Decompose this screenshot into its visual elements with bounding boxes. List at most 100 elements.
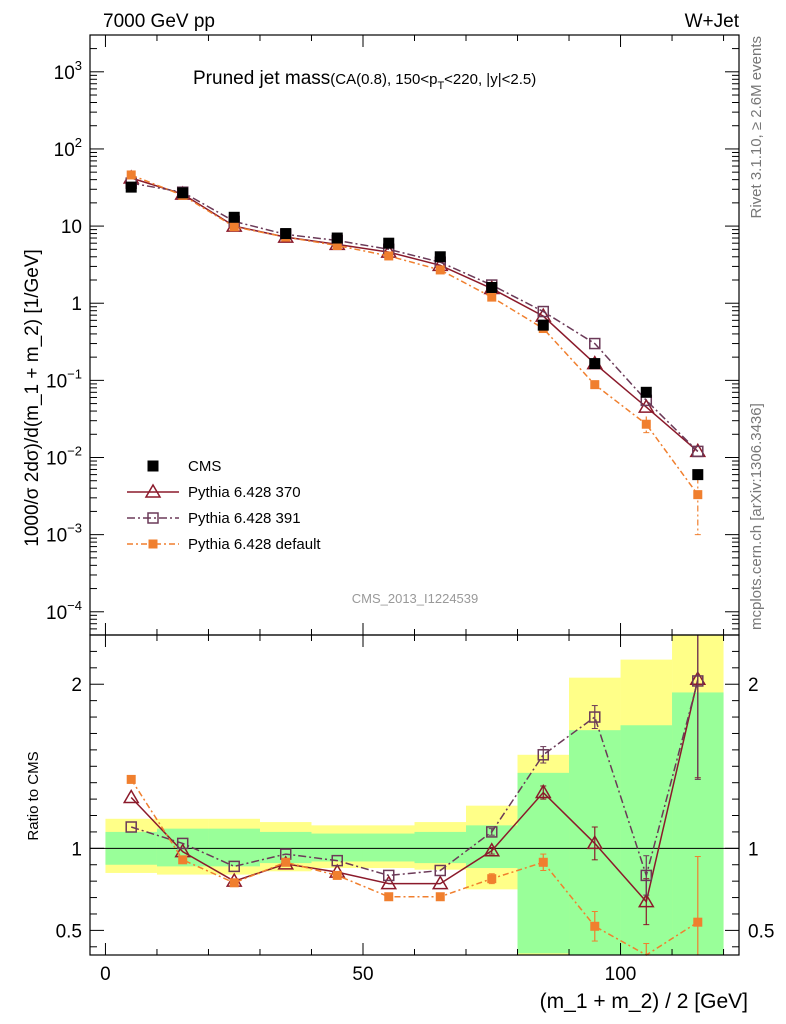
ratio-point-series-0	[431, 875, 449, 890]
x-tick-label: 100	[605, 964, 637, 985]
band-inner-6	[414, 831, 467, 864]
ratio-point-series-2	[178, 855, 188, 865]
ratio-point-series-0	[483, 842, 501, 857]
ratio-point-series-2	[590, 921, 600, 931]
main-point-series-2	[641, 419, 651, 429]
x-tick-label: 50	[352, 964, 373, 985]
main-point-series-2	[487, 292, 497, 302]
ratio-point-series-1	[228, 860, 240, 873]
y-tick-mantissa: 10	[46, 371, 67, 392]
ratio-point-series-2	[126, 774, 136, 784]
main-point-series-2	[229, 222, 239, 232]
ratio-point-series-2	[435, 892, 445, 902]
main-panel-marks	[122, 169, 707, 536]
main-point-series-2	[332, 241, 342, 251]
ratio-tick-label-right: 0.5	[748, 921, 774, 942]
source-label: mcplots.cern.ch [arXiv:1306.3436]	[748, 403, 765, 630]
ratio-point-series-0	[380, 875, 398, 890]
ratio-panel-frame	[89, 634, 740, 956]
ratio-point-series-2	[693, 917, 703, 927]
main-point-cms	[640, 386, 652, 398]
ratio-tick-label-right: 1	[748, 839, 759, 860]
ratio-axis-ticks: 0.5 0.5 1 1 2 2 0 50 100	[56, 635, 774, 985]
main-ylabel: 1000/σ 2dσ)/d(m_1 + m_2) [1/GeV]	[22, 249, 43, 547]
ratio-point-series-2	[538, 857, 548, 867]
legend-label-series-1: Pythia 6.428 391	[188, 510, 301, 527]
legend-marker-series-0	[144, 483, 162, 498]
plot-title-cuts: (CA(0.8), 150<p	[330, 71, 437, 88]
legend: CMS Pythia 6.428 370 Pythia 6.428 391 Pythi…	[127, 458, 321, 553]
y-tick-exponent: −1	[67, 366, 82, 381]
y-tick-mantissa: 10	[61, 217, 82, 238]
y-tick-exponent: 3	[75, 58, 82, 73]
ratio-ylabel: Ratio to CMS	[25, 751, 42, 840]
analysis-watermark: CMS_2013_I1224539	[352, 591, 479, 606]
main-line-series-0	[130, 177, 699, 452]
y-tick-label: 10−2	[46, 444, 82, 470]
main-point-cms	[177, 187, 189, 199]
main-point-series-1	[589, 337, 601, 350]
main-point-cms	[692, 469, 704, 481]
y-tick-label: 10−1	[46, 366, 82, 392]
main-point-cms	[434, 251, 446, 263]
ratio-point-series-0	[534, 784, 552, 799]
y-tick-mantissa: 1	[71, 294, 82, 315]
y-tick-mantissa: 10	[54, 140, 75, 161]
y-tick-exponent: −4	[67, 598, 82, 613]
y-tick-label: 102	[54, 135, 82, 161]
y-tick-label: 103	[54, 58, 82, 84]
x-axis-label: (m_1 + m_2) / 2 [GeV]	[540, 990, 748, 1013]
ratio-point-series-0	[586, 834, 604, 850]
y-tick-mantissa: 10	[54, 63, 75, 84]
main-point-cms	[280, 228, 292, 240]
main-point-series-2	[384, 251, 394, 261]
main-point-cms	[589, 358, 601, 370]
ratio-point-series-0	[637, 893, 655, 908]
ratio-point-series-1	[692, 675, 704, 687]
process-label: W+Jet	[685, 11, 740, 32]
ratio-point-series-1	[486, 826, 498, 838]
ratio-point-series-2	[229, 878, 239, 888]
ratio-point-series-2	[281, 857, 291, 867]
y-tick-label: 1	[71, 294, 82, 315]
band-inner-4	[311, 833, 363, 862]
rivet-label: Rivet 3.1.10, ≥ 2.6M events	[748, 36, 765, 219]
legend-label-series-0: Pythia 6.428 370	[188, 484, 301, 501]
ratio-line-series-2	[130, 779, 699, 956]
ratio-panel-marks	[122, 634, 707, 956]
y-tick-exponent: 2	[75, 135, 82, 150]
ratio-point-series-1	[537, 749, 550, 761]
ratio-tick-label-right: 2	[748, 675, 759, 696]
ratio-point-series-1	[434, 864, 447, 877]
plot-title-cuts-end: <220, |y|<2.5)	[444, 71, 536, 88]
main-point-cms	[331, 232, 343, 244]
main-point-cms	[383, 237, 395, 249]
main-point-series-2	[590, 380, 600, 390]
ratio-line-series-1	[130, 680, 699, 879]
band-inner-5	[362, 833, 415, 862]
ratio-tick-label-left: 0.5	[56, 921, 82, 942]
main-point-cms	[486, 281, 498, 293]
y-tick-label: 10−4	[46, 598, 82, 624]
main-point-series-2	[435, 265, 445, 275]
legend-label-cms: CMS	[188, 458, 221, 475]
main-point-series-2	[126, 170, 136, 180]
plot-title-main: Pruned jet mass	[193, 68, 330, 89]
ratio-point-series-1	[125, 821, 137, 833]
ratio-point-series-1	[589, 711, 601, 723]
y-tick-mantissa: 10	[46, 449, 67, 470]
y-tick-label: 10−3	[46, 521, 82, 547]
main-point-cms	[537, 319, 549, 331]
ratio-point-series-1	[331, 854, 343, 867]
plot-title: Pruned jet mass(CA(0.8), 150<pT<220, |y|…	[193, 68, 536, 92]
ratio-line-series-0	[130, 679, 699, 904]
ratio-point-series-1	[640, 869, 653, 882]
legend-marker-series-1	[147, 512, 159, 524]
main-point-series-2	[693, 490, 703, 500]
main-line-series-1	[131, 182, 699, 452]
ratio-tick-label-left: 2	[71, 675, 82, 696]
y-tick-exponent: −2	[67, 444, 82, 459]
legend-marker-cms	[147, 460, 159, 472]
